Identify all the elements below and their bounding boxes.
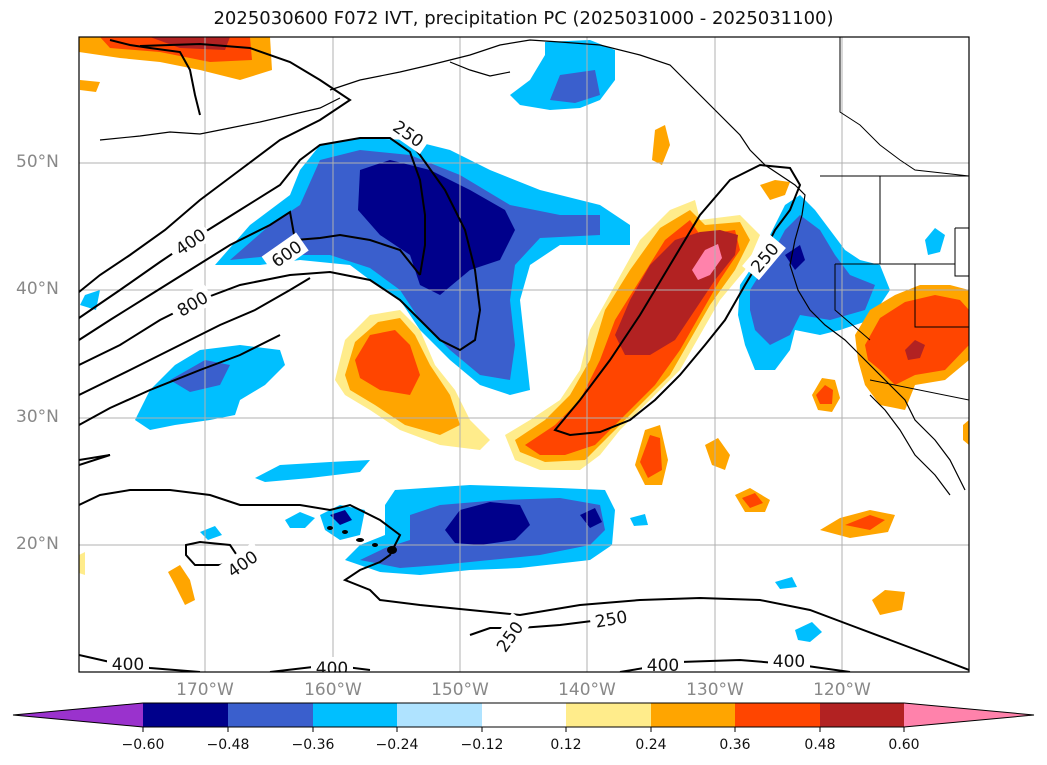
lat-label: 20°N: [16, 534, 59, 554]
positive-anomaly-region: [963, 420, 969, 445]
positive-anomaly-region: [168, 565, 195, 605]
lon-label: 140°W: [558, 680, 616, 700]
positive-anomaly-region: [742, 493, 763, 508]
strong-negative-anomaly-region: [580, 508, 602, 528]
colorbar-tick-label: 0.60: [888, 737, 920, 753]
colorbar-swatch: [735, 703, 820, 727]
negative-anomaly-region: [255, 460, 370, 482]
hawaii-islands: [327, 526, 397, 554]
political-boundaries: [820, 37, 969, 401]
positive-anomaly-region: [705, 438, 730, 470]
contour-label-bg: [768, 650, 810, 670]
negative-anomaly-region: [170, 360, 230, 392]
colorbar-swatch: [397, 703, 482, 727]
coastlines: [99, 39, 966, 496]
colorbar-tick-label: −0.48: [206, 737, 250, 753]
contour-label-bg: [167, 283, 215, 324]
positive-anomaly-region: [80, 80, 100, 92]
negative-anomaly-region: [795, 622, 822, 642]
colorbar-extend-max: [904, 703, 1034, 727]
negative-anomaly-region: [925, 228, 945, 255]
colorbar-swatch: [313, 703, 397, 727]
contour-label: 400: [773, 652, 805, 672]
negative-anomaly-region: [135, 345, 285, 430]
positive-anomaly-region: [816, 385, 833, 404]
colorbar-tick-label: 0.48: [804, 737, 836, 753]
colorbar-tick-label: −0.36: [291, 737, 335, 753]
lon-label: 170°W: [176, 680, 234, 700]
colorbar-tick-label: −0.24: [375, 737, 419, 753]
negative-anomaly-region: [80, 290, 100, 310]
colorbar-swatch: [820, 703, 904, 727]
lat-label: 50°N: [16, 152, 59, 172]
strong-negative-anomaly-region: [358, 160, 515, 295]
positive-anomaly-region: [865, 295, 969, 385]
strong-negative-anomaly-region: [330, 510, 352, 525]
contour-label-bg: [165, 220, 213, 263]
colorbar-swatch: [651, 703, 735, 727]
lon-label: 120°W: [813, 680, 871, 700]
colorbar-swatch: [143, 703, 228, 727]
colorbar-ticks: [142, 727, 905, 732]
lon-label: 160°W: [304, 680, 362, 700]
colorbar-tick-label: 0.24: [635, 737, 667, 753]
positive-anomaly-region: [652, 125, 670, 165]
positive-anomaly-region: [355, 330, 420, 395]
contour-label: 400: [112, 655, 144, 675]
contour-label-bg: [107, 653, 149, 672]
negative-anomaly-region: [630, 514, 648, 526]
strong-negative-anomaly-region: [445, 502, 530, 545]
map-title: 2025030600 F072 IVT, precipitation PC (2…: [213, 8, 834, 29]
colorbar-swatch: [566, 703, 651, 727]
contour-label-bg: [742, 233, 786, 281]
contour-label-bg: [218, 541, 266, 585]
colorbar: [12, 702, 1035, 732]
contour-label-bg: [385, 111, 433, 155]
colorbar-tick-label: 0.36: [719, 737, 751, 753]
positive-anomaly-region: [79, 552, 85, 575]
negative-anomaly-region: [285, 512, 315, 528]
contour-label: 400: [647, 656, 679, 676]
lon-label: 150°W: [431, 680, 489, 700]
colorbar-tick-label: 0.12: [550, 737, 582, 753]
contour-label-bg: [311, 657, 353, 672]
positive-anomaly-region: [760, 180, 790, 200]
map-frame: [78, 36, 970, 673]
map-plot-area: 250 400 600 800 250 400 250 250 400 400 …: [79, 37, 969, 679]
lat-label: 30°N: [16, 407, 59, 427]
strong-negative-anomaly-region: [785, 245, 805, 270]
positive-anomaly-region: [845, 515, 885, 530]
contour-label-bg: [487, 612, 531, 660]
lat-label: 40°N: [16, 279, 59, 299]
colorbar-tick-label: −0.12: [460, 737, 504, 753]
contour-label-bg: [261, 232, 309, 275]
contour-label: 400: [316, 659, 348, 679]
colorbar-tick-label: −0.60: [121, 737, 165, 753]
lon-label: 130°W: [686, 680, 744, 700]
colorbar-swatch: [482, 703, 566, 727]
negative-anomaly-region: [775, 577, 797, 589]
strong-positive-anomaly-region: [905, 340, 925, 360]
positive-anomaly-region: [640, 435, 662, 478]
contour-label-bg: [642, 654, 684, 672]
positive-anomaly-region: [872, 590, 905, 615]
contour-label-bg: [588, 603, 634, 633]
colorbar-swatch: [228, 703, 313, 727]
colorbar-extend-min: [13, 703, 143, 727]
